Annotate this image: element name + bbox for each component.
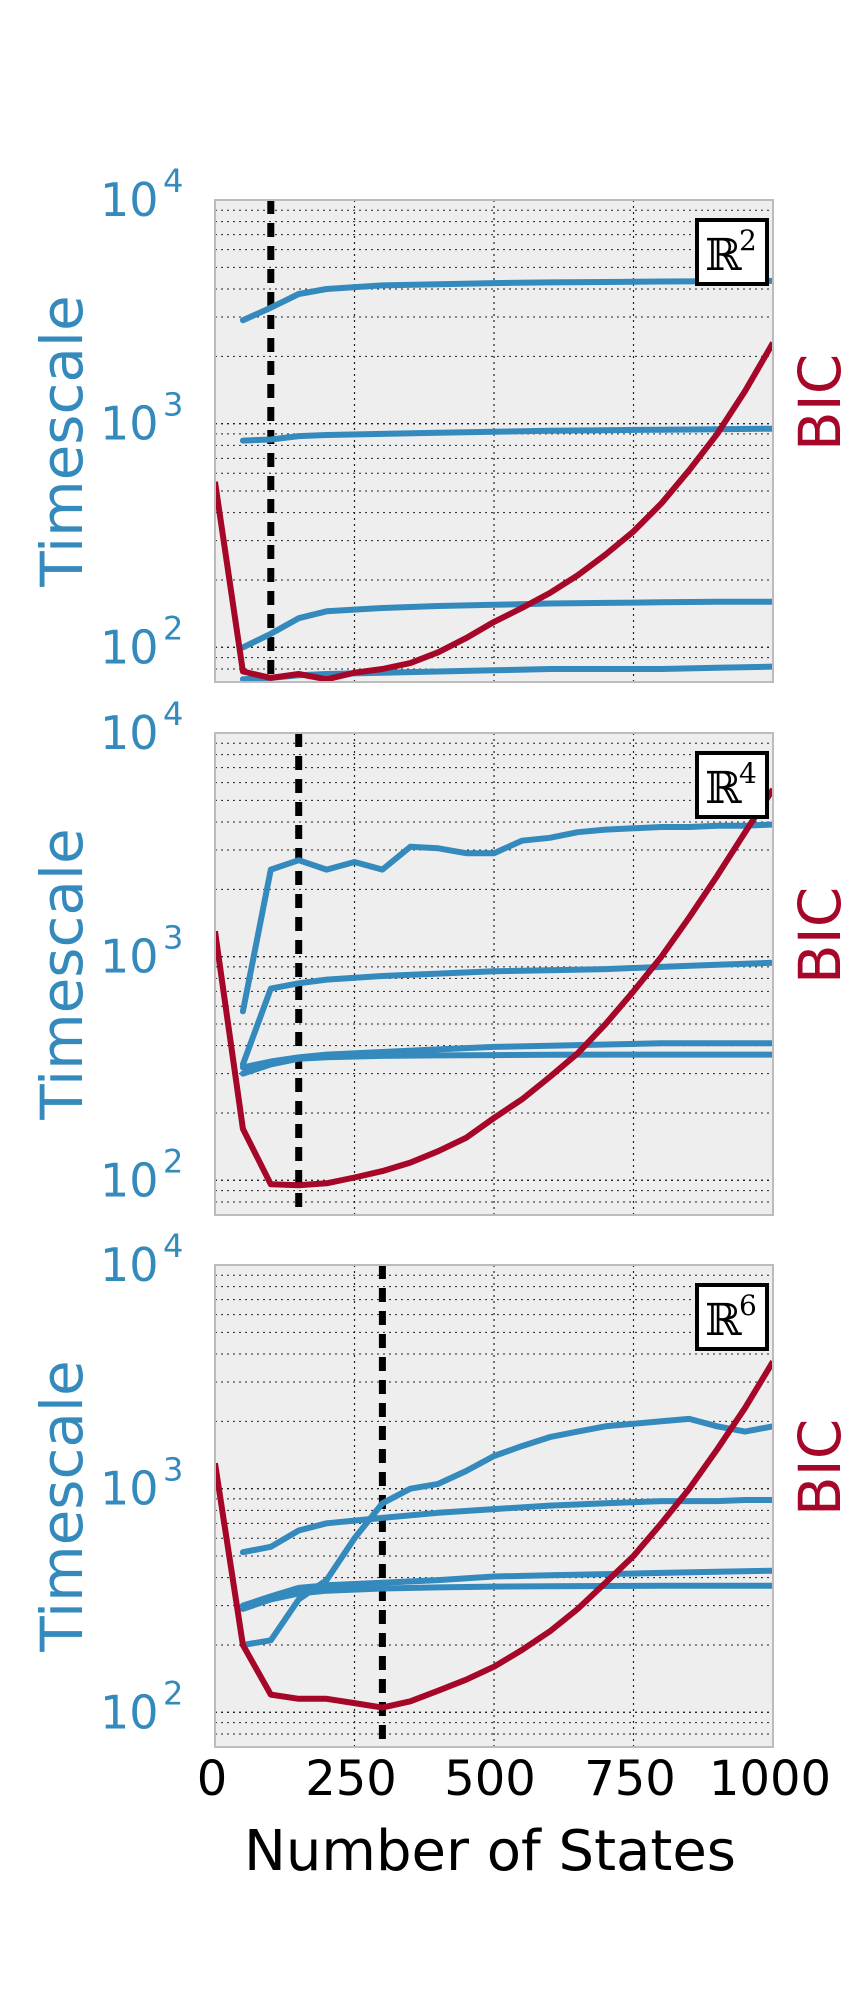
timescale-series-line: [239, 598, 773, 651]
x-axis-title: Number of States: [244, 1819, 736, 1884]
plot-lines: [215, 200, 773, 682]
panel-label: ℝ: [705, 1295, 742, 1346]
y-tick-exponent: 4: [163, 1227, 183, 1265]
timescale-series-line: [239, 277, 773, 324]
x-tick-label: 1000: [709, 1751, 831, 1807]
y-tick-exponent: 4: [163, 695, 183, 733]
y-axis-title-bic: BIC: [786, 1419, 854, 1516]
x-tick-label: 250: [305, 1751, 397, 1807]
panel-label-box: [695, 1283, 769, 1351]
x-tick-label: 0: [197, 1751, 228, 1807]
timescale-series-line: [239, 425, 773, 444]
plot-lines: [215, 733, 773, 1215]
y-tick-base: 10: [100, 620, 159, 674]
panel-label-box: [695, 751, 769, 819]
bic-series-line: [215, 787, 773, 1189]
y-tick-exponent: 3: [163, 919, 183, 957]
y-axis-title-timescale: Timescale: [28, 828, 96, 1120]
panel-label-exponent: 6: [739, 1289, 757, 1322]
timescale-series-line: [239, 1415, 773, 1648]
bic-series-line: [215, 1360, 773, 1711]
y-axis-title-timescale: Timescale: [28, 295, 96, 587]
y-tick-base: 10: [100, 706, 159, 760]
y-tick-base: 10: [100, 173, 159, 227]
timescale-series-line: [239, 1051, 773, 1077]
y-tick-base: 10: [100, 1238, 159, 1292]
y-tick-base: 10: [100, 1153, 159, 1207]
x-axis: 0 250 500 750 1000 Number of States: [197, 1751, 831, 1884]
bic-series-line: [215, 341, 773, 682]
panel-border: [214, 732, 774, 1216]
panel-label: ℝ: [705, 763, 742, 814]
panel-border: [214, 199, 774, 683]
panel-label-exponent: 4: [739, 757, 757, 790]
y-axis-title-timescale: Timescale: [28, 1360, 96, 1652]
y-tick-base: 10: [100, 930, 159, 984]
y-tick-exponent: 2: [163, 609, 183, 647]
plot-lines: [215, 1265, 773, 1747]
panel-border: [214, 1264, 774, 1748]
y-axis-title-bic: BIC: [786, 354, 854, 451]
panel-label: ℝ: [705, 230, 742, 281]
y-tick-base: 10: [100, 397, 159, 451]
y-axis-title-bic: BIC: [786, 887, 854, 984]
y-tick-exponent: 2: [163, 1674, 183, 1712]
y-tick-exponent: 3: [163, 1451, 183, 1489]
panel-label-box: [695, 218, 769, 286]
y-tick-base: 10: [100, 1685, 159, 1739]
y-tick-base: 10: [100, 1462, 159, 1516]
y-tick-exponent: 4: [163, 162, 183, 200]
y-tick-exponent: 2: [163, 1142, 183, 1180]
x-tick-label: 500: [444, 1751, 536, 1807]
timescale-series-line: [239, 1497, 773, 1556]
timescale-series-line: [239, 821, 773, 1015]
timescale-series-line: [239, 1567, 773, 1609]
y-tick-exponent: 3: [163, 386, 183, 424]
timescale-series-line: [239, 1582, 773, 1612]
panel-label-exponent: 2: [739, 224, 757, 257]
timescale-series-line: [239, 959, 773, 1068]
x-tick-label: 750: [584, 1751, 676, 1807]
